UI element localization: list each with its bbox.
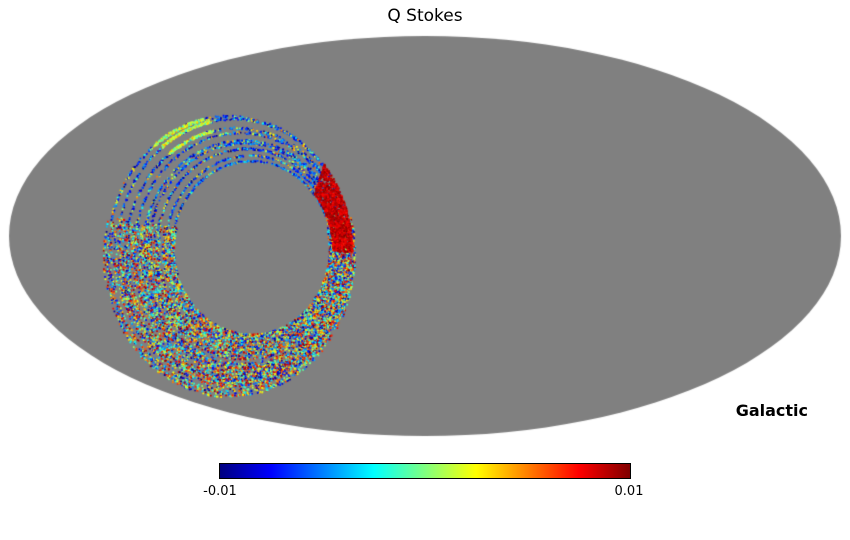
colorbar-max-label: 0.01 [614,484,644,499]
mollweide-map-canvas [0,0,850,440]
plot-title: Q Stokes [387,6,463,26]
colorbar [219,463,631,479]
coordinate-system-label: Galactic [735,401,808,420]
colorbar-min-label: -0.01 [203,484,237,499]
